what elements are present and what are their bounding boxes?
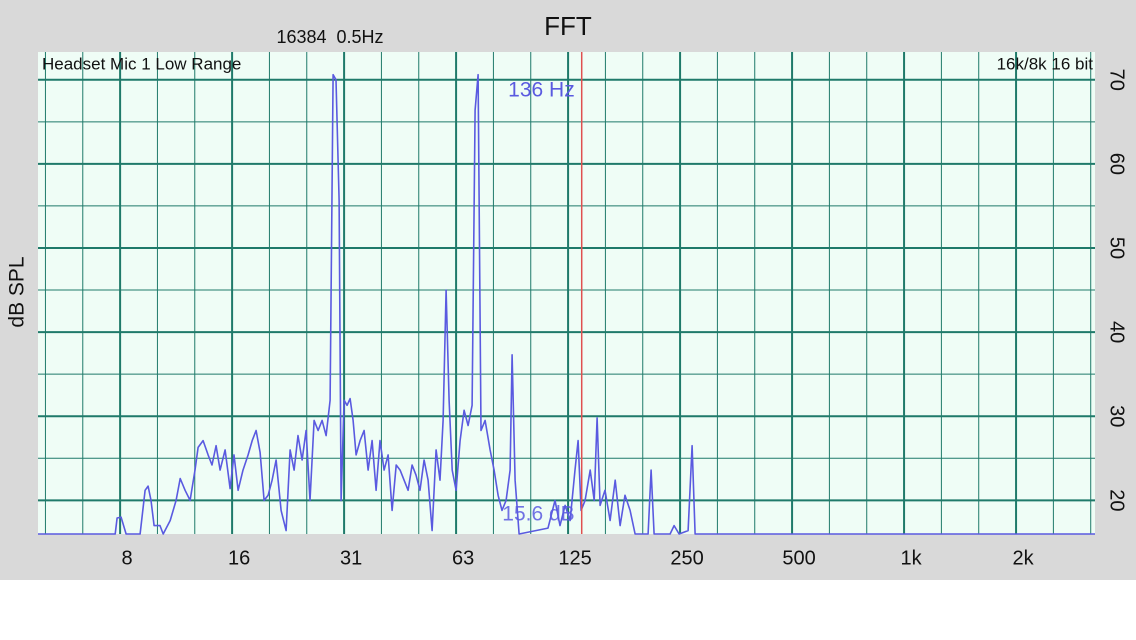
x-tick-label: 1k xyxy=(901,547,923,569)
y-axis-label: dB SPL xyxy=(6,256,29,327)
y-tick-label: 40 xyxy=(1106,321,1128,343)
chart-subtitle: 16384 0.5Hz xyxy=(276,27,383,47)
x-tick-label: 2k xyxy=(1012,547,1034,569)
y-tick-label: 30 xyxy=(1106,405,1128,427)
device-label: Headset Mic 1 Low Range xyxy=(42,54,241,73)
y-tick-label: 60 xyxy=(1106,153,1128,175)
format-label: 16k/8k 16 bit xyxy=(997,54,1094,73)
marker-label: 136 Hz xyxy=(508,79,575,102)
x-tick-label: 500 xyxy=(782,547,815,569)
x-tick-label: 125 xyxy=(558,547,591,569)
floor-label: 15.6 dB xyxy=(502,503,574,526)
x-tick-label: 31 xyxy=(340,547,362,569)
chart-title: FFT xyxy=(544,11,592,41)
y-tick-label: 70 xyxy=(1106,69,1128,91)
x-tick-label: 250 xyxy=(670,547,703,569)
grid xyxy=(38,52,1095,534)
y-tick-label: 20 xyxy=(1106,489,1128,511)
x-tick-label: 8 xyxy=(122,547,133,569)
x-tick-label: 63 xyxy=(452,547,474,569)
x-tick-label: 16 xyxy=(228,547,250,569)
y-tick-label: 50 xyxy=(1106,237,1128,259)
labels: FFT 16384 0.5Hz Headset Mic 1 Low Range … xyxy=(6,11,1128,569)
marks xyxy=(38,52,1095,535)
